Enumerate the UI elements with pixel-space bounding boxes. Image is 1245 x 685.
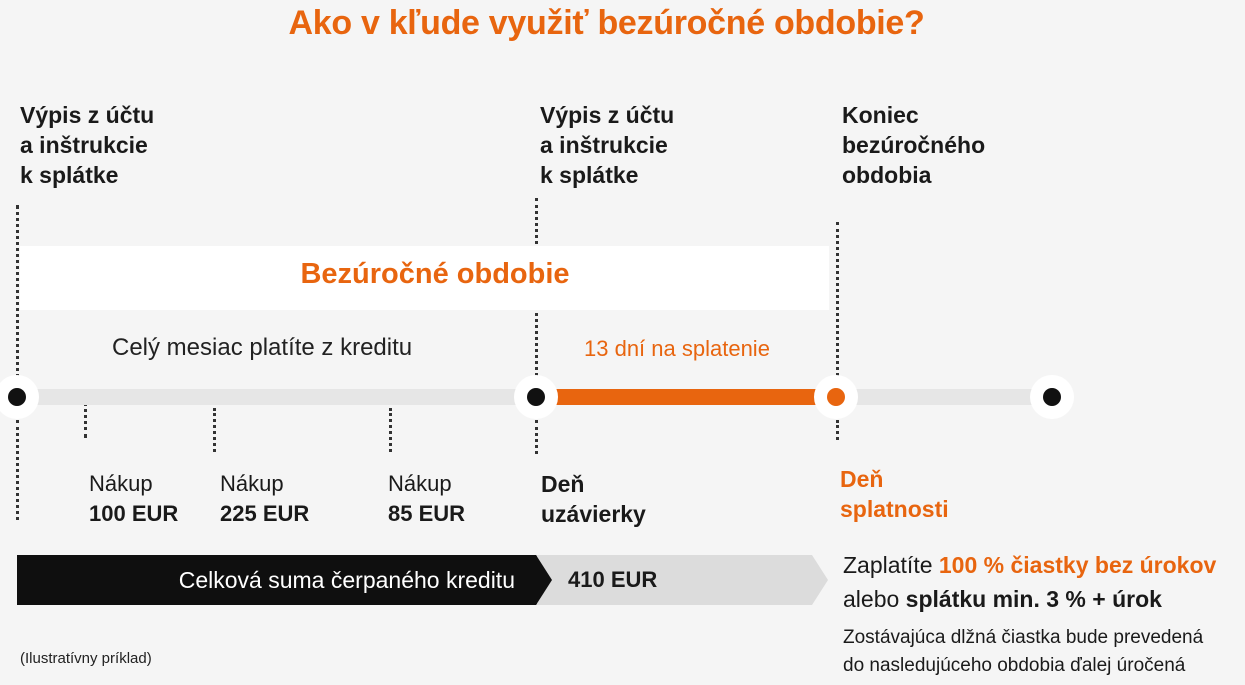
pay-or: alebo: [843, 586, 900, 612]
dotted-line-due-upper: [836, 222, 839, 388]
purchase-label: Nákup: [220, 471, 284, 496]
purchase-2: Nákup 225 EUR: [220, 469, 309, 529]
purchase-amount: 85 EUR: [388, 501, 466, 526]
footnote: (Ilustratívny príklad): [20, 650, 152, 667]
dotted-line-purchase-2: [213, 408, 216, 452]
purchase-label: Nákup: [89, 471, 153, 496]
timeline-dot-closing: [514, 375, 558, 419]
purchase-amount: 100 EUR: [89, 501, 179, 526]
total-credit-bar: Celková suma čerpaného kreditu: [17, 555, 537, 605]
dotted-line-start-lower: [16, 420, 19, 520]
timeline-dot-due: [814, 375, 858, 419]
purchase-label: Nákup: [388, 471, 452, 496]
purchase-3: Nákup 85 EUR: [388, 469, 465, 529]
due-day-label: Deň splatnosti: [840, 466, 949, 522]
purchase-1: Nákup 100 EUR: [89, 469, 178, 529]
note-line-2: do nasledujúceho obdobia ďalej úročená: [843, 655, 1186, 676]
total-credit-label: Celková suma čerpaného kreditu: [178, 566, 515, 593]
interest-free-title: Bezúročné obdobie: [300, 258, 570, 290]
dotted-line-purchase-1: [84, 390, 87, 438]
payment-info: Zaplatíte 100 % čiastky bez úrokov alebo…: [843, 548, 1216, 616]
page-title: Ako v kľude využiť bezúročné obdobie?: [288, 4, 925, 42]
total-credit-amount: 410 EUR: [568, 567, 658, 592]
closing-day-label: Deň uzávierky: [541, 471, 646, 527]
remaining-note: Zostávajúca dlžná čiastka bude prevedená…: [843, 624, 1203, 680]
dotted-line-closing-lower: [535, 420, 538, 454]
note-line-1: Zostávajúca dlžná čiastka bude prevedená: [843, 627, 1204, 648]
header-statement-2: Výpis z účtu a inštrukcie k splátke: [540, 102, 675, 188]
dotted-line-due-lower: [836, 420, 839, 440]
header-end-period: Koniec bezúročného obdobia: [842, 102, 986, 188]
dotted-line-purchase-3: [389, 408, 392, 452]
interest-free-band: [20, 246, 829, 310]
days-text: 13 dní na splatenie: [584, 336, 770, 361]
pay-minimum: splátku min. 3 % + úrok: [905, 586, 1162, 612]
header-statement-1: Výpis z účtu a inštrukcie k splátke: [20, 102, 155, 188]
purchase-amount: 225 EUR: [220, 501, 310, 526]
repayment-segment: [536, 389, 836, 405]
timeline-dot-end: [1030, 375, 1074, 419]
dotted-line-start-upper: [16, 205, 19, 385]
timeline-dot-start: [0, 375, 39, 419]
pay-full-amount: 100 % čiastky bez úrokov: [938, 552, 1217, 578]
month-text: Celý mesiac platíte z kreditu: [112, 334, 413, 361]
total-amount-arrow: [536, 555, 828, 605]
pay-prefix: Zaplatíte: [843, 552, 933, 578]
